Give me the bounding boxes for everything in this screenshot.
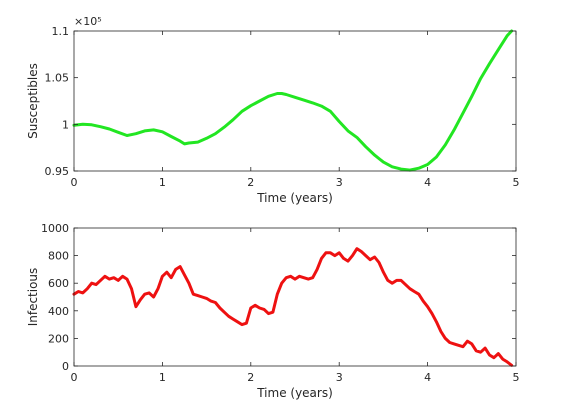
- bottom-panel-y-tick-label: 0: [62, 360, 69, 373]
- top-panel-x-tick-label: 0: [71, 176, 78, 189]
- top-panel-x-tick-label: 1: [159, 176, 166, 189]
- bottom-panel-y-tick-label: 600: [48, 277, 69, 290]
- bottom-panel-y-tick-label: 200: [48, 332, 69, 345]
- top-panel: 0 1 2 3 4 5 0.95 1 1.05 1.1 ×10⁵ Time (years) Suscep…: [26, 15, 520, 205]
- top-panel-x-tick-label: 3: [336, 176, 343, 189]
- top-panel-axes-frame: [73, 30, 517, 172]
- top-panel-y-axis-label: Susceptibles: [26, 63, 40, 139]
- bottom-panel-series-line-0: [72, 247, 514, 367]
- bottom-panel-x-tick-label: 2: [247, 371, 254, 384]
- bottom-panel-x-tick-label: 1: [159, 371, 166, 384]
- bottom-panel-x-tick-label: 4: [424, 371, 431, 384]
- bottom-panel-axes-frame: [73, 227, 517, 367]
- bottom-panel-x-tick-label: 0: [71, 371, 78, 384]
- top-panel-x-axis-label: Time (years): [256, 191, 333, 205]
- bottom-panel-x-axis-label: Time (years): [256, 386, 333, 400]
- bottom-panel: 0 1 2 3 4 5 0 200 400 600 800 1000 Time (years) Infec…: [26, 222, 520, 400]
- bottom-panel-y-tick-label: 800: [48, 250, 69, 263]
- bottom-panel-x-tick-label: 3: [336, 371, 343, 384]
- top-panel-x-tick-label: 2: [247, 176, 254, 189]
- top-panel-y-tick-label: 1.1: [52, 25, 70, 38]
- bottom-panel-y-axis-label: Infectious: [26, 268, 40, 327]
- top-panel-x-tick-label: 4: [424, 176, 431, 189]
- bottom-panel-x-tick-label: 5: [513, 371, 520, 384]
- bottom-panel-y-tick-label: 400: [48, 305, 69, 318]
- top-panel-series-line-0: [72, 29, 514, 172]
- top-panel-y-tick-label: 1.05: [45, 72, 70, 85]
- top-panel-x-tick-label: 5: [513, 176, 520, 189]
- top-panel-y-tick-label: 0.95: [45, 165, 70, 178]
- top-panel-y-exponent-label: ×10⁵: [74, 15, 102, 28]
- top-panel-y-tick-label: 1: [62, 118, 69, 131]
- bottom-panel-y-tick-label: 1000: [41, 222, 69, 235]
